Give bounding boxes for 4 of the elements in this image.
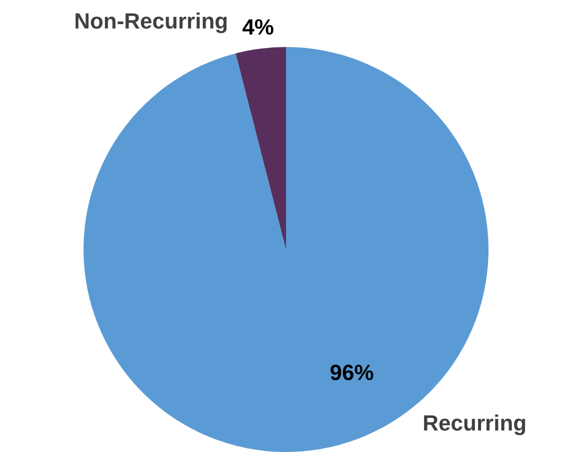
slice-label: Non-Recurring <box>74 8 228 34</box>
data-label: 96% <box>330 360 374 386</box>
slice-label: Recurring <box>422 410 527 436</box>
data-label: 4% <box>242 14 274 40</box>
